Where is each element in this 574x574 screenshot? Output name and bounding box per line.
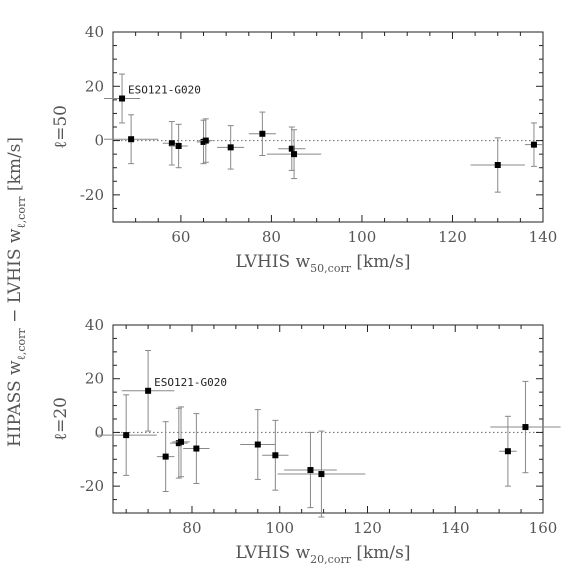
point-marker	[123, 432, 130, 439]
point-marker	[272, 452, 279, 459]
data-point	[266, 129, 322, 180]
x-tick-label: 160	[529, 519, 558, 537]
y-tick-label: 20	[85, 370, 104, 388]
y-tick-label: -20	[80, 186, 104, 204]
x-axis-label: LVHIS w20,corr [km/s]	[235, 543, 410, 566]
x-tick-label: 140	[441, 519, 470, 537]
data-point	[103, 114, 159, 165]
y-tick-label: -20	[80, 477, 104, 495]
x-tick-label: 100	[265, 519, 294, 537]
point-marker	[202, 137, 209, 144]
point-marker	[288, 145, 295, 152]
data-point	[217, 125, 245, 170]
panel-l50: 60 80 100 120 140 -20 0 20 40 LVHIS w50,corr [km/…	[51, 23, 557, 275]
data-point	[172, 406, 190, 478]
point-marker	[128, 136, 135, 143]
data-point	[499, 415, 517, 487]
data-point	[278, 126, 306, 171]
data-point	[183, 413, 210, 484]
panel-label: ℓ=20	[51, 397, 71, 441]
point-annotation: ESO121-G020	[128, 84, 201, 97]
point-annotation: ESO121-G020	[154, 376, 227, 389]
point-marker	[318, 471, 325, 478]
data-point	[169, 123, 188, 169]
x-tick-label: 80	[182, 519, 201, 537]
x-axis-label-unit: [km/s]	[351, 543, 411, 563]
point-marker	[162, 453, 169, 460]
shared-ylabel: HIPASS wℓ,corr − LVHIS wℓ,corr [km/s]	[5, 137, 28, 447]
x-tick-label: 140	[529, 228, 558, 246]
data-point	[156, 421, 175, 493]
point-marker	[175, 143, 182, 149]
x-axis-label-main: LVHIS w	[235, 543, 310, 563]
point-marker	[530, 141, 537, 148]
y-tick-label: 40	[85, 23, 104, 41]
point-marker	[168, 140, 175, 147]
x-axis-label-sub: 50,corr	[310, 262, 352, 275]
point-marker	[119, 95, 126, 102]
data-point	[490, 380, 561, 474]
y-tick-label: 0	[94, 423, 104, 441]
data-point	[103, 73, 141, 124]
point-marker	[178, 438, 185, 445]
point-marker	[254, 441, 261, 448]
point-marker	[522, 424, 529, 431]
x-tick-label: 80	[262, 228, 281, 246]
x-tick-label: 60	[171, 228, 190, 246]
y-tick-label: 20	[85, 77, 104, 95]
x-tick-label: 120	[353, 519, 382, 537]
data-point	[199, 118, 213, 163]
x-axis-label-unit: [km/s]	[351, 252, 411, 272]
x-tick-label: 120	[438, 228, 467, 246]
plot-frame	[112, 324, 544, 514]
x-tick-label: 100	[348, 228, 377, 246]
point-marker	[259, 130, 266, 137]
panel-label: ℓ=50	[51, 105, 71, 149]
data-point	[95, 394, 157, 476]
y-tick-label: 40	[85, 316, 104, 334]
data-point	[524, 122, 543, 167]
y-tick-label: 0	[94, 132, 104, 150]
point-marker	[494, 162, 501, 168]
data-point	[121, 350, 175, 432]
data-point	[248, 111, 276, 156]
data-point	[470, 137, 525, 193]
point-marker	[193, 445, 200, 452]
x-axis-label: LVHIS w50,corr [km/s]	[235, 252, 410, 275]
point-marker	[227, 144, 234, 151]
point-marker	[291, 151, 298, 158]
point-marker	[145, 387, 152, 394]
point-marker	[504, 448, 511, 455]
plot-frame	[112, 31, 544, 223]
data-point	[277, 430, 366, 518]
panel-l20: 80 100 120 140 160 -20 0 20 40 LVHIS w20,corr [km…	[51, 316, 561, 566]
data-point	[284, 431, 337, 509]
x-axis-label-sub: 20,corr	[310, 553, 352, 566]
data-point	[240, 409, 276, 480]
point-marker	[307, 467, 314, 474]
data-point	[262, 419, 289, 491]
x-axis-label-main: LVHIS w	[235, 252, 310, 272]
